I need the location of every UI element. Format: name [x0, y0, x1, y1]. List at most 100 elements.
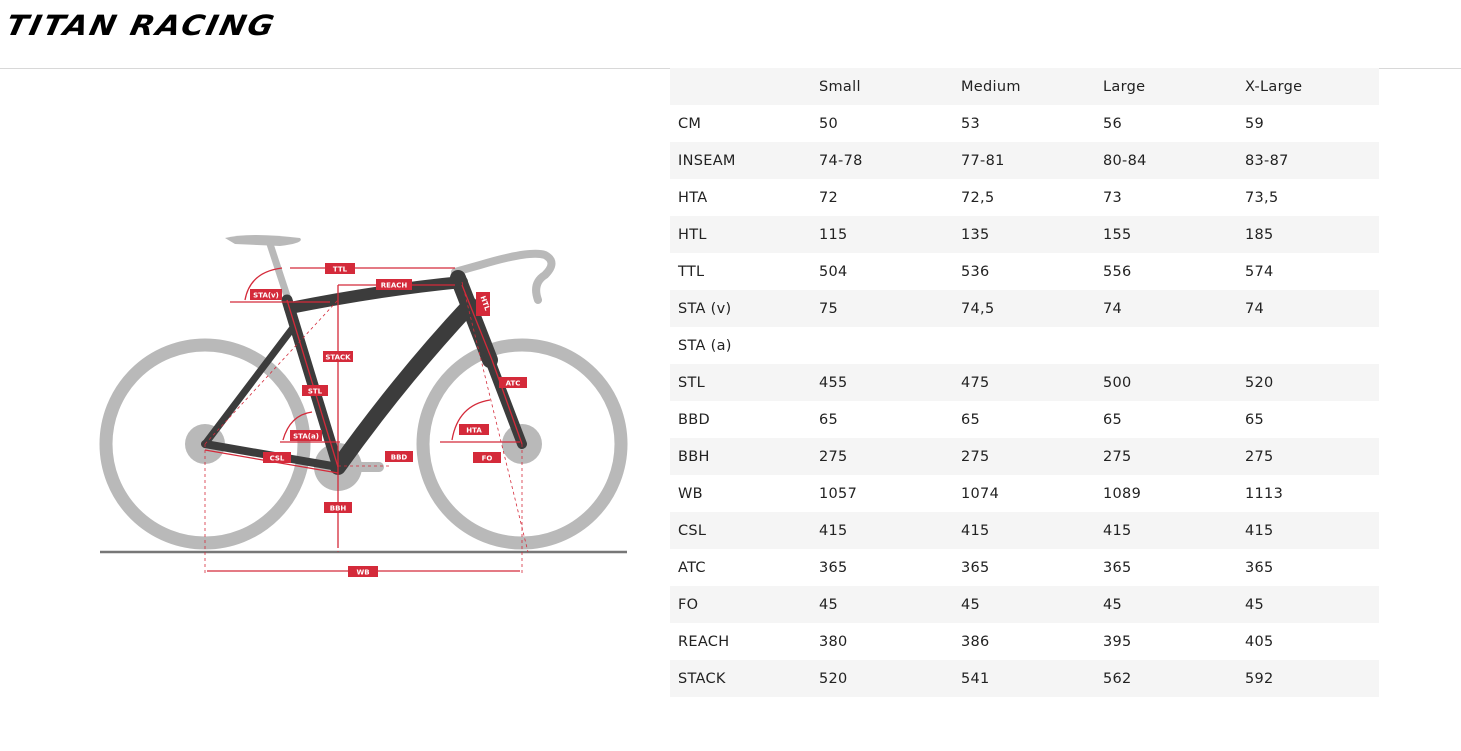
table-cell: 365 [961, 559, 990, 576]
table-cell: 562 [1103, 670, 1132, 687]
table-cell: 77-81 [961, 152, 1005, 169]
table-row: CM 50 53 56 59 [670, 105, 1379, 142]
table-cell: 275 [1103, 448, 1132, 465]
table-row: REACH 380 386 395 405 [670, 623, 1379, 660]
table-cell: 592 [1245, 670, 1274, 687]
label-wb: WB [356, 569, 369, 577]
label-bbh: BBH [330, 505, 347, 513]
table-cell: 74 [1103, 300, 1123, 317]
row-label-cell: ATC [678, 559, 706, 576]
table-cell: 275 [819, 448, 848, 465]
row-label-cell: STL [678, 374, 706, 391]
row-label-cell: BBD [678, 411, 710, 428]
table-cell: 65 [819, 411, 839, 428]
table-row: BBD 65 65 65 65 [670, 401, 1379, 438]
label-atc: ATC [506, 380, 521, 388]
table-cell: 365 [1245, 559, 1274, 576]
table-row: FO 45 45 45 45 [670, 586, 1379, 623]
table-cell: 275 [1245, 448, 1274, 465]
table-cell: 73,5 [1245, 189, 1279, 206]
table-row: STACK 520 541 562 592 [670, 660, 1379, 697]
saddle [225, 235, 301, 246]
table-cell: 65 [1103, 411, 1123, 428]
row-label-cell: TTL [678, 263, 705, 280]
label-fo: FO [482, 455, 493, 463]
table-cell [1095, 327, 1237, 364]
table-cell: 386 [961, 633, 990, 650]
label-ttl: TTL [333, 266, 348, 274]
table-cell: 45 [1245, 596, 1265, 613]
table-row: CSL 415 415 415 415 [670, 512, 1379, 549]
table-cell: 541 [961, 670, 990, 687]
table-cell: 74,5 [961, 300, 995, 317]
table-cell: 65 [961, 411, 981, 428]
header-cell-large: Large [1103, 78, 1146, 95]
label-stack: STACK [325, 354, 351, 362]
table-cell: 365 [819, 559, 848, 576]
table-row: HTA 72 72,5 73 73,5 [670, 179, 1379, 216]
label-bbd: BBD [391, 454, 408, 462]
label-reach: REACH [381, 282, 408, 290]
label-sta-a: STA(a) [293, 433, 319, 441]
table-cell: 53 [961, 115, 981, 132]
table-cell: 65 [1245, 411, 1265, 428]
table-row: TTL 504 536 556 574 [670, 253, 1379, 290]
table-cell: 415 [1245, 522, 1274, 539]
label-hta: HTA [466, 427, 482, 435]
table-row: STA (a) [670, 327, 1379, 364]
site-header: TITAN RACING [0, 0, 1461, 69]
table-cell [953, 327, 1095, 364]
table-cell: 45 [961, 596, 981, 613]
row-label-cell: STACK [678, 670, 726, 687]
table-cell: 405 [1245, 633, 1274, 650]
table-cell: 415 [961, 522, 990, 539]
table-cell: 72,5 [961, 189, 995, 206]
row-label-cell: INSEAM [678, 152, 736, 169]
table-cell: 83-87 [1245, 152, 1289, 169]
table-cell: 475 [961, 374, 990, 391]
row-label-cell: CSL [678, 522, 707, 539]
table-cell: 135 [961, 226, 990, 243]
table-cell: 185 [1245, 226, 1274, 243]
table-row: BBH 275 275 275 275 [670, 438, 1379, 475]
geometry-table: Small Medium Large X-Large CM 50 53 56 59 INS… [670, 68, 1379, 697]
table-cell: 1057 [819, 485, 858, 502]
table-cell: 59 [1245, 115, 1265, 132]
table-cell: 556 [1103, 263, 1132, 280]
bike-frame [201, 270, 527, 475]
table-cell: 415 [819, 522, 848, 539]
table-cell: 365 [1103, 559, 1132, 576]
table-cell: 74-78 [819, 152, 863, 169]
table-row: ATC 365 365 365 365 [670, 549, 1379, 586]
row-label-cell: BBH [678, 448, 710, 465]
row-label-cell: HTL [678, 226, 707, 243]
table-cell: 80-84 [1103, 152, 1147, 169]
table-cell: 504 [819, 263, 848, 280]
table-cell: 455 [819, 374, 848, 391]
table-row: HTL 115 135 155 185 [670, 216, 1379, 253]
table-cell: 500 [1103, 374, 1132, 391]
table-row: INSEAM 74-78 77-81 80-84 83-87 [670, 142, 1379, 179]
row-label-cell: STA (a) [678, 337, 732, 354]
table-cell: 1113 [1245, 485, 1284, 502]
brand-logo[interactable]: TITAN RACING [3, 10, 279, 43]
table-row: STL 455 475 500 520 [670, 364, 1379, 401]
label-csl: CSL [270, 455, 285, 463]
table-cell: 520 [1245, 374, 1274, 391]
bike-geometry-diagram: TTL REACH STA(v) HTL STACK STL ATC HTA S… [99, 235, 628, 577]
table-cell: 380 [819, 633, 848, 650]
table-cell: 75 [819, 300, 839, 317]
table-body: CM 50 53 56 59 INSEAM 74-78 77-81 80-84 83-87 HTA 7… [670, 105, 1379, 697]
row-label-cell: HTA [678, 189, 708, 206]
table-header-row: Small Medium Large X-Large [670, 68, 1379, 105]
table-cell: 73 [1103, 189, 1123, 206]
table-cell: 155 [1103, 226, 1132, 243]
table-cell: 115 [819, 226, 848, 243]
table-cell: 45 [1103, 596, 1123, 613]
table-cell: 536 [961, 263, 990, 280]
header-cell-medium: Medium [961, 78, 1021, 95]
label-sta-v: STA(v) [253, 292, 279, 300]
table-cell [811, 327, 953, 364]
table-cell: 1074 [961, 485, 1000, 502]
row-label-cell: FO [678, 596, 699, 613]
